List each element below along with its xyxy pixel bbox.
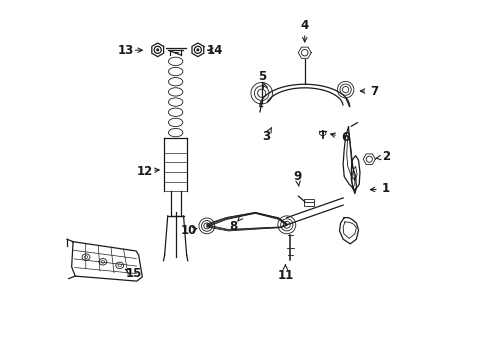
Text: 3: 3	[262, 130, 270, 143]
Text: 7: 7	[369, 85, 378, 98]
Text: 15: 15	[125, 267, 142, 280]
Text: 8: 8	[228, 220, 237, 233]
Text: 1: 1	[381, 183, 389, 195]
Text: 6: 6	[340, 131, 348, 144]
Circle shape	[157, 49, 158, 51]
Text: 12: 12	[137, 165, 153, 177]
Text: 2: 2	[381, 150, 389, 163]
Text: 14: 14	[206, 44, 223, 57]
Bar	[303, 199, 313, 206]
Text: 4: 4	[300, 19, 308, 32]
Text: 11: 11	[277, 269, 293, 282]
Text: 5: 5	[257, 69, 265, 82]
Text: 9: 9	[293, 170, 301, 183]
Text: 10: 10	[181, 224, 197, 237]
Text: 13: 13	[117, 44, 133, 57]
Circle shape	[197, 49, 198, 51]
